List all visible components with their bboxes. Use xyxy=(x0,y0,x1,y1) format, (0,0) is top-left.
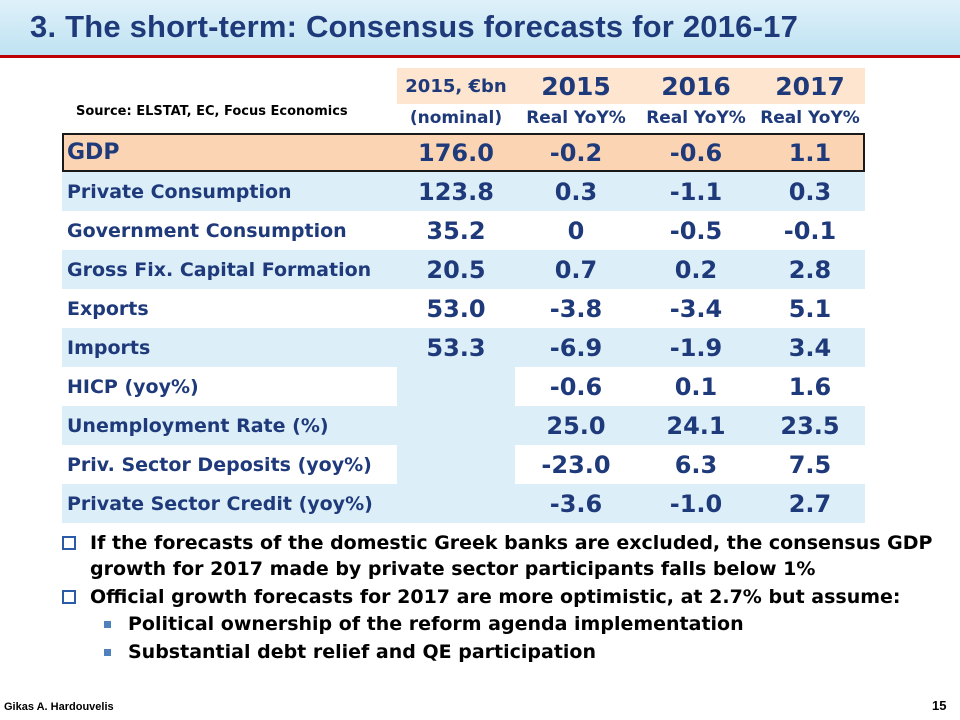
value-2017: 1.1 xyxy=(788,138,832,167)
slide-title: 3. The short-term: Consensus forecasts f… xyxy=(30,9,799,44)
value-2015: -0.2 xyxy=(549,138,603,167)
subheader-nominal: (nominal) xyxy=(409,107,503,128)
square-bullet-icon xyxy=(104,649,111,656)
table-row-gross-fixed-capital-formation: Gross Fix. Capital Formation 20.5 0.7 0.… xyxy=(62,250,865,289)
source-note: Source: ELSTAT, EC, Focus Economics xyxy=(76,104,348,119)
value-2016: -0.5 xyxy=(669,216,723,245)
sub-bullet-item: Political ownership of the reform agenda… xyxy=(62,610,942,638)
empty-nominal-cell xyxy=(397,367,515,406)
row-label: Private Sector Credit (yoy%) xyxy=(67,492,373,515)
page-number: 15 xyxy=(932,698,947,713)
bullet-line: Official growth forecasts for 2017 are m… xyxy=(90,586,901,608)
value-2016: 0.2 xyxy=(674,255,718,284)
value-nominal: 35.2 xyxy=(426,216,486,245)
bullet-list: If the forecasts of the domestic Greek b… xyxy=(62,530,942,666)
bullet-item: Official growth forecasts for 2017 are m… xyxy=(62,584,942,610)
sub-bullet-text: Political ownership of the reform agenda… xyxy=(128,613,744,635)
table-row-gdp: GDP 176.0 -0.2 -0.6 1.1 xyxy=(62,133,865,172)
row-label: Priv. Sector Deposits (yoy%) xyxy=(67,453,372,476)
table-row-private-sector-credit: Private Sector Credit (yoy%) -3.6 -1.0 2… xyxy=(62,484,865,523)
value-nominal: 20.5 xyxy=(426,255,486,284)
bullet-line: growth for 2017 made by private sector p… xyxy=(90,558,816,580)
sub-bullet-item: Substantial debt relief and QE participa… xyxy=(62,638,942,666)
table-row-hicp: HICP (yoy%) -0.6 0.1 1.6 xyxy=(62,367,865,406)
value-2015: 0.3 xyxy=(554,177,598,206)
value-2015: 0 xyxy=(567,216,585,245)
value-nominal: 176.0 xyxy=(418,138,494,167)
table-row-unemployment-rate: Unemployment Rate (%) 25.0 24.1 23.5 xyxy=(62,406,865,445)
value-2016: -1.9 xyxy=(669,333,723,362)
header-year-2016: 2016 xyxy=(637,68,755,104)
row-label: Imports xyxy=(67,336,151,359)
value-2016: 6.3 xyxy=(674,450,718,479)
value-2017: 3.4 xyxy=(788,333,832,362)
value-2016: -3.4 xyxy=(669,294,723,323)
checkbox-bullet-icon xyxy=(62,536,76,550)
value-nominal: 53.3 xyxy=(426,333,486,362)
bullet-item: If the forecasts of the domestic Greek b… xyxy=(62,530,942,582)
sub-bullet-text: Substantial debt relief and QE participa… xyxy=(128,641,596,663)
value-2015: 25.0 xyxy=(546,411,606,440)
bullet-line: If the forecasts of the domestic Greek b… xyxy=(90,532,933,554)
subheader-real-yoy-2016: Real YoY% xyxy=(646,107,746,128)
value-2017: 1.6 xyxy=(788,372,832,401)
table-row-imports: Imports 53.3 -6.9 -1.9 3.4 xyxy=(62,328,865,367)
row-label: HICP (yoy%) xyxy=(67,375,199,398)
value-2017: 5.1 xyxy=(788,294,832,323)
table-row-private-sector-deposits: Priv. Sector Deposits (yoy%) -23.0 6.3 7… xyxy=(62,445,865,484)
row-label: GDP xyxy=(67,140,120,165)
value-2017: 2.8 xyxy=(788,255,832,284)
value-2015: -23.0 xyxy=(541,450,611,479)
checkbox-bullet-icon xyxy=(62,590,76,604)
row-label: Unemployment Rate (%) xyxy=(67,414,329,437)
value-nominal: 53.0 xyxy=(426,294,486,323)
table-row-exports: Exports 53.0 -3.8 -3.4 5.1 xyxy=(62,289,865,328)
value-2015: 0.7 xyxy=(554,255,598,284)
table-row-government-consumption: Government Consumption 35.2 0 -0.5 -0.1 xyxy=(62,211,865,250)
value-2016: -1.1 xyxy=(669,177,723,206)
title-bar: 3. The short-term: Consensus forecasts f… xyxy=(0,0,960,58)
subheader-real-yoy-2017: Real YoY% xyxy=(760,107,860,128)
row-label: Government Consumption xyxy=(67,219,347,242)
value-2016: 24.1 xyxy=(666,411,726,440)
row-label: Gross Fix. Capital Formation xyxy=(67,258,372,281)
footer-author: Gikas A. Hardouvelis xyxy=(4,701,114,713)
value-2017: 7.5 xyxy=(788,450,832,479)
row-label: Private Consumption xyxy=(67,180,292,203)
header-year-2017: 2017 xyxy=(755,68,865,104)
value-2017: 23.5 xyxy=(780,411,840,440)
empty-nominal-cell xyxy=(397,445,515,484)
value-2016: -1.0 xyxy=(669,489,723,518)
value-2017: -0.1 xyxy=(783,216,837,245)
value-2015: -0.6 xyxy=(549,372,603,401)
value-2015: -3.6 xyxy=(549,489,603,518)
table-row-private-consumption: Private Consumption 123.8 0.3 -1.1 0.3 xyxy=(62,172,865,211)
value-2016: 0.1 xyxy=(674,372,718,401)
square-bullet-icon xyxy=(104,621,111,628)
value-2017: 2.7 xyxy=(788,489,832,518)
header-year-2015: 2015 xyxy=(515,68,637,104)
value-2015: -6.9 xyxy=(549,333,603,362)
subheader-real-yoy-2015: Real YoY% xyxy=(526,107,626,128)
value-nominal: 123.8 xyxy=(418,177,494,206)
value-2015: -3.8 xyxy=(549,294,603,323)
value-2016: -0.6 xyxy=(669,138,723,167)
value-2017: 0.3 xyxy=(788,177,832,206)
header-nominal-unit: 2015, €bn xyxy=(397,68,515,104)
row-label: Exports xyxy=(67,297,149,320)
